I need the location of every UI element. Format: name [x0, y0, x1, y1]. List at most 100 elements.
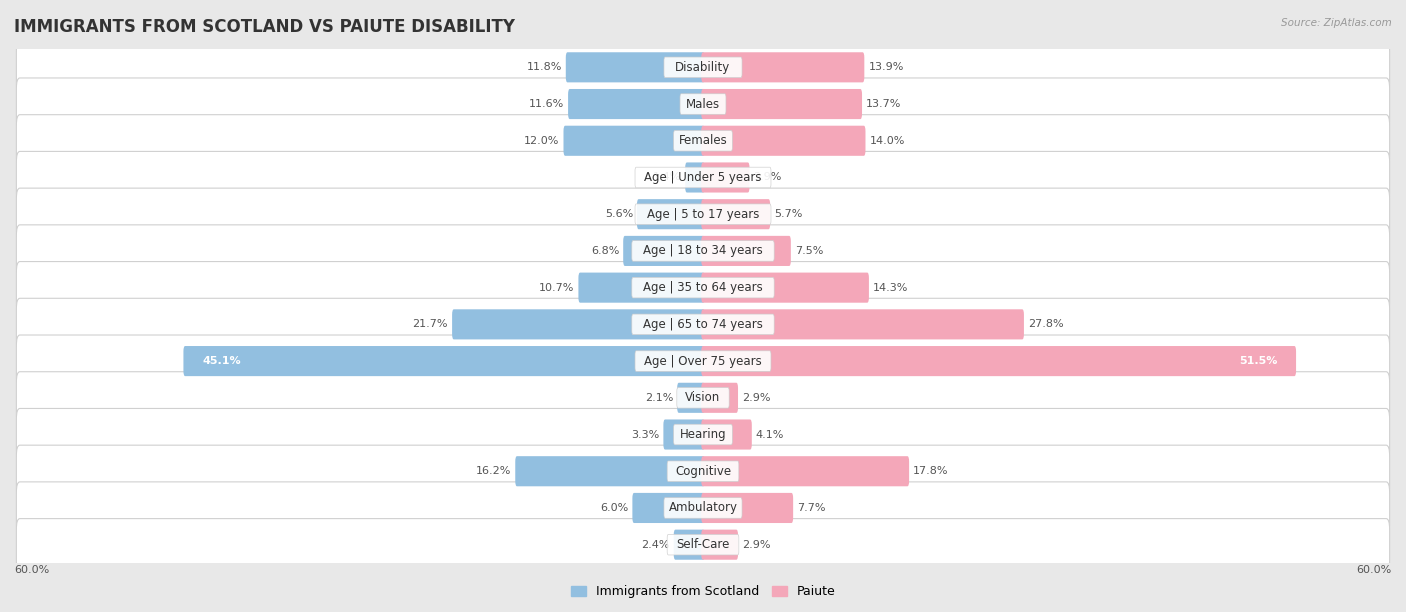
FancyBboxPatch shape [702, 199, 770, 230]
Text: 14.3%: 14.3% [873, 283, 908, 293]
FancyBboxPatch shape [633, 493, 704, 523]
Text: 13.7%: 13.7% [866, 99, 901, 109]
Text: Age | 18 to 34 years: Age | 18 to 34 years [643, 244, 763, 258]
Text: 11.6%: 11.6% [529, 99, 564, 109]
FancyBboxPatch shape [685, 162, 704, 193]
FancyBboxPatch shape [664, 419, 704, 450]
Legend: Immigrants from Scotland, Paiute: Immigrants from Scotland, Paiute [565, 580, 841, 603]
FancyBboxPatch shape [702, 456, 910, 487]
Text: 21.7%: 21.7% [412, 319, 449, 329]
Text: 2.4%: 2.4% [641, 540, 669, 550]
Text: 13.9%: 13.9% [869, 62, 904, 72]
FancyBboxPatch shape [17, 114, 1389, 167]
FancyBboxPatch shape [17, 151, 1389, 204]
Text: Ambulatory: Ambulatory [668, 501, 738, 515]
FancyBboxPatch shape [17, 518, 1389, 571]
Text: 7.7%: 7.7% [797, 503, 825, 513]
Text: Source: ZipAtlas.com: Source: ZipAtlas.com [1281, 18, 1392, 28]
FancyBboxPatch shape [17, 78, 1389, 130]
FancyBboxPatch shape [17, 261, 1389, 314]
FancyBboxPatch shape [668, 461, 738, 482]
Text: Age | 5 to 17 years: Age | 5 to 17 years [647, 207, 759, 221]
FancyBboxPatch shape [664, 498, 742, 518]
Text: Cognitive: Cognitive [675, 465, 731, 478]
FancyBboxPatch shape [565, 52, 704, 83]
FancyBboxPatch shape [678, 382, 704, 413]
Text: 11.8%: 11.8% [526, 62, 562, 72]
Text: 17.8%: 17.8% [912, 466, 949, 476]
FancyBboxPatch shape [636, 204, 770, 225]
FancyBboxPatch shape [702, 419, 752, 450]
Text: 16.2%: 16.2% [475, 466, 512, 476]
FancyBboxPatch shape [702, 162, 749, 193]
Text: Self-Care: Self-Care [676, 538, 730, 551]
FancyBboxPatch shape [673, 130, 733, 151]
FancyBboxPatch shape [453, 309, 704, 340]
FancyBboxPatch shape [564, 125, 704, 156]
Text: 3.9%: 3.9% [754, 173, 782, 182]
FancyBboxPatch shape [664, 57, 742, 78]
FancyBboxPatch shape [702, 346, 1296, 376]
FancyBboxPatch shape [17, 41, 1389, 94]
Text: Disability: Disability [675, 61, 731, 74]
FancyBboxPatch shape [681, 94, 725, 114]
Text: Age | Under 5 years: Age | Under 5 years [644, 171, 762, 184]
Text: 2.9%: 2.9% [742, 393, 770, 403]
Text: 5.6%: 5.6% [605, 209, 633, 219]
Text: 27.8%: 27.8% [1028, 319, 1063, 329]
FancyBboxPatch shape [668, 534, 738, 555]
FancyBboxPatch shape [702, 236, 790, 266]
FancyBboxPatch shape [676, 387, 730, 408]
Text: 45.1%: 45.1% [202, 356, 240, 366]
FancyBboxPatch shape [702, 125, 866, 156]
FancyBboxPatch shape [568, 89, 704, 119]
FancyBboxPatch shape [702, 309, 1024, 340]
Text: Age | Over 75 years: Age | Over 75 years [644, 354, 762, 368]
Text: 2.9%: 2.9% [742, 540, 770, 550]
FancyBboxPatch shape [515, 456, 704, 487]
Text: Females: Females [679, 134, 727, 147]
FancyBboxPatch shape [17, 225, 1389, 277]
FancyBboxPatch shape [702, 272, 869, 303]
Text: 51.5%: 51.5% [1239, 356, 1277, 366]
FancyBboxPatch shape [637, 199, 704, 230]
FancyBboxPatch shape [702, 529, 738, 560]
FancyBboxPatch shape [17, 188, 1389, 241]
FancyBboxPatch shape [17, 335, 1389, 387]
Text: 10.7%: 10.7% [538, 283, 575, 293]
FancyBboxPatch shape [631, 241, 775, 261]
FancyBboxPatch shape [17, 482, 1389, 534]
Text: 4.1%: 4.1% [756, 430, 785, 439]
FancyBboxPatch shape [636, 351, 770, 371]
Text: 2.1%: 2.1% [645, 393, 673, 403]
FancyBboxPatch shape [631, 277, 775, 298]
Text: 7.5%: 7.5% [794, 246, 824, 256]
Text: 6.8%: 6.8% [591, 246, 619, 256]
Text: 1.4%: 1.4% [652, 173, 681, 182]
FancyBboxPatch shape [578, 272, 704, 303]
FancyBboxPatch shape [17, 445, 1389, 498]
Text: 6.0%: 6.0% [600, 503, 628, 513]
FancyBboxPatch shape [702, 493, 793, 523]
Text: 3.3%: 3.3% [631, 430, 659, 439]
FancyBboxPatch shape [673, 529, 704, 560]
FancyBboxPatch shape [623, 236, 704, 266]
FancyBboxPatch shape [702, 52, 865, 83]
FancyBboxPatch shape [702, 89, 862, 119]
FancyBboxPatch shape [17, 408, 1389, 461]
FancyBboxPatch shape [17, 371, 1389, 424]
Text: Hearing: Hearing [679, 428, 727, 441]
Text: 12.0%: 12.0% [524, 136, 560, 146]
Text: 5.7%: 5.7% [775, 209, 803, 219]
FancyBboxPatch shape [183, 346, 704, 376]
FancyBboxPatch shape [631, 314, 775, 335]
FancyBboxPatch shape [702, 382, 738, 413]
Text: 60.0%: 60.0% [1357, 565, 1392, 575]
FancyBboxPatch shape [673, 424, 733, 445]
Text: Age | 65 to 74 years: Age | 65 to 74 years [643, 318, 763, 331]
Text: Age | 35 to 64 years: Age | 35 to 64 years [643, 281, 763, 294]
Text: IMMIGRANTS FROM SCOTLAND VS PAIUTE DISABILITY: IMMIGRANTS FROM SCOTLAND VS PAIUTE DISAB… [14, 18, 515, 36]
Text: 14.0%: 14.0% [869, 136, 905, 146]
FancyBboxPatch shape [636, 167, 770, 188]
Text: 60.0%: 60.0% [14, 565, 49, 575]
